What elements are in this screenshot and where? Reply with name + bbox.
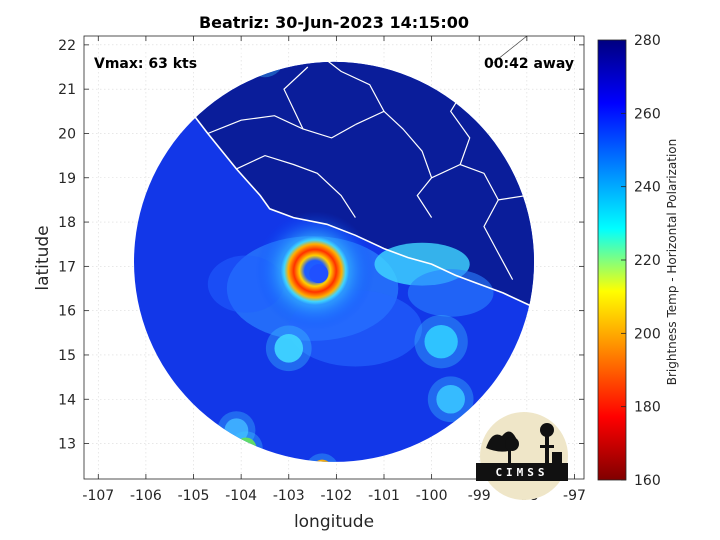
y-tick-label: 14 [58,392,76,408]
y-tick-label: 19 [58,171,76,187]
x-tick-label: -106 [130,488,162,504]
state-border [498,167,575,223]
storm-eye [309,264,329,284]
map-outlines [138,36,584,323]
convective-spot [436,384,465,414]
convective-spot [274,334,304,363]
x-tick-label: -105 [178,488,210,504]
y-tick-label: 20 [58,126,76,142]
coastline [138,36,584,323]
y-axis-label: latitude [33,225,53,290]
y-tick-label: 18 [58,215,76,231]
x-tick-label: -99 [468,488,491,504]
state-border [312,48,385,112]
cimss-logo: CIMSS [476,412,568,500]
state-border [283,66,309,130]
y-tick-label: 15 [58,348,76,364]
colorbar-label: Brightness Temp - Horizontal Polarizatio… [665,139,679,386]
x-tick-label: -100 [416,488,448,504]
x-tick-label: -103 [273,488,305,504]
colorbar-tick-label: 160 [634,473,661,489]
y-axis-ticks: 13 14 15 16 17 18 19 20 21 22 [58,38,584,453]
y-tick-label: 17 [58,259,76,275]
cloud-band [407,269,494,317]
vmax-label: Vmax: 63 kts [94,56,197,72]
state-border [164,39,289,77]
y-tick-label: 16 [58,304,76,320]
x-axis-label: longitude [294,512,374,532]
x-tick-label: -101 [368,488,400,504]
colorbar-tick-label: 200 [634,326,661,342]
colorbar-tick-label: 220 [634,253,661,269]
colorbar-tick-label: 180 [634,400,661,416]
border-outside [493,36,528,63]
colorbar-tick-label: 260 [634,106,661,122]
x-tick-label: -107 [82,488,114,504]
colorbar-tick-label: 240 [634,180,661,196]
y-tick-label: 21 [58,82,76,98]
colorbar-ticks: 160 180 200 220 240 260 280 [621,33,661,489]
plot-title: Beatriz: 30-Jun-2023 14:15:00 [199,13,469,32]
x-tick-label: -104 [225,488,257,504]
x-tick-label: -97 [563,488,586,504]
state-border [236,154,356,218]
y-tick-label: 13 [58,437,76,453]
state-border [449,62,494,165]
colorbar-tick-label: 280 [634,33,661,49]
state-border [207,115,356,139]
logo-text: CIMSS [495,466,548,479]
x-tick-label: -102 [320,488,352,504]
y-tick-label: 22 [58,38,76,54]
axes-frame [83,35,585,480]
convective-spot [424,325,458,359]
time-offset-label: 00:42 away [484,56,574,72]
